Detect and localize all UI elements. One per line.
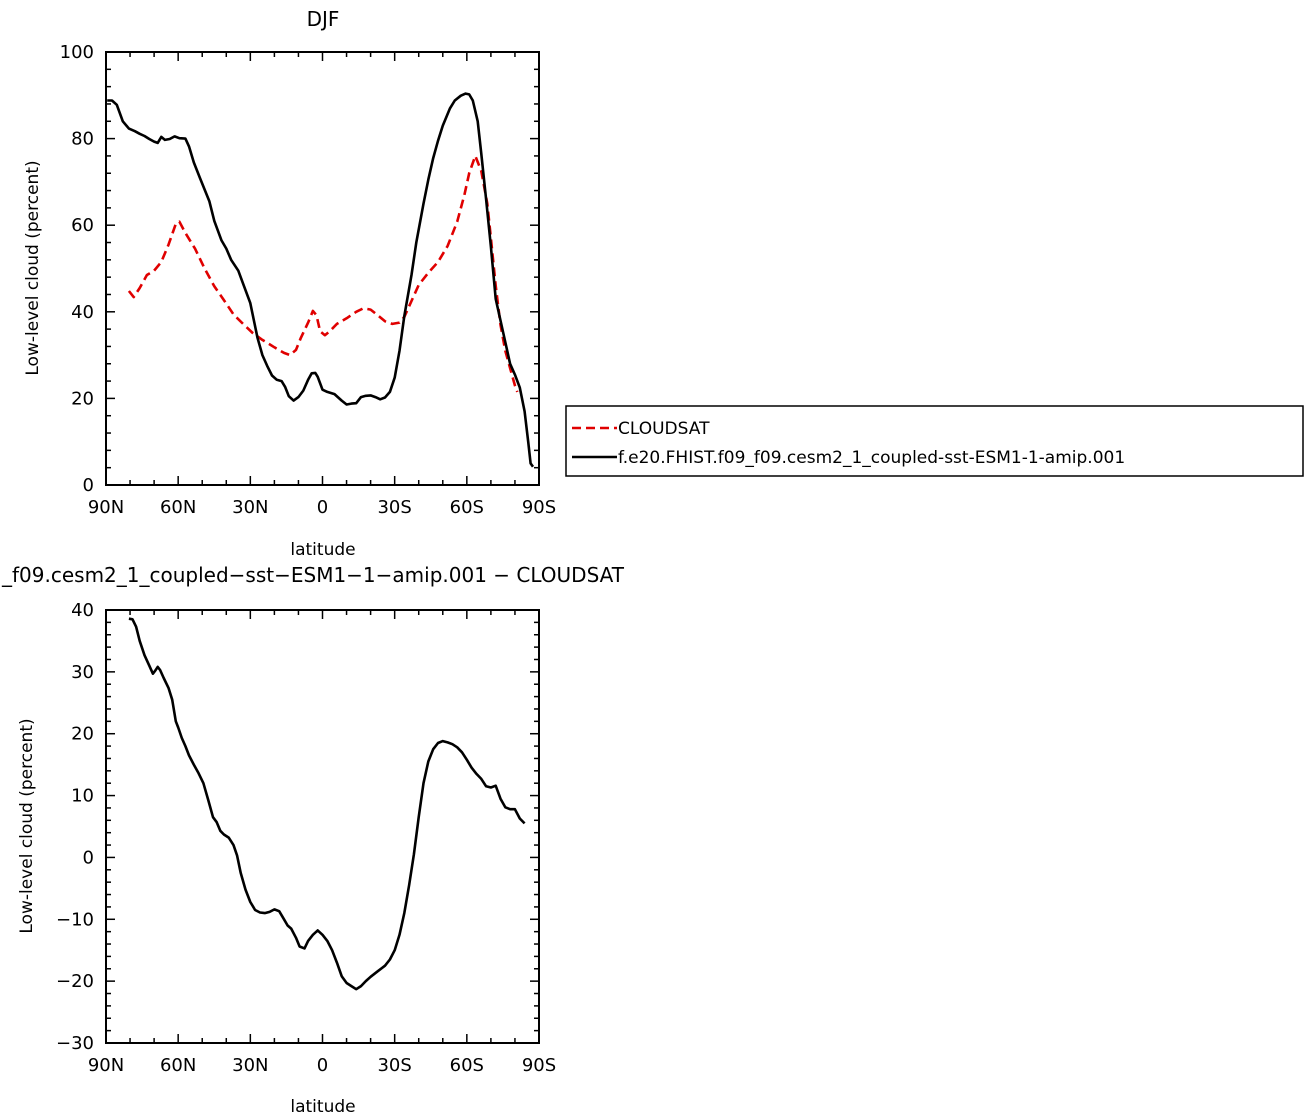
top-series-line-0 <box>127 154 519 393</box>
top-y-axis-label: Low-level cloud (percent) <box>23 160 43 375</box>
top-x-tick-label: 90S <box>522 497 556 518</box>
top-panel-ticks <box>105 51 540 486</box>
bottom-panel-ticks <box>105 609 540 1044</box>
bottom-y-tick-label: −20 <box>56 971 94 992</box>
top-y-tick-label: 100 <box>60 42 94 63</box>
bottom-y-tick-label: 30 <box>71 662 94 683</box>
bottom-y-tick-label: 0 <box>83 847 94 868</box>
top-panel-title: DJF <box>307 7 340 31</box>
top-x-tick-label: 30N <box>232 497 268 518</box>
bottom-y-tick-label: 40 <box>71 600 94 621</box>
bottom-y-tick-label: −10 <box>56 909 94 930</box>
bottom-panel-series <box>128 617 526 991</box>
bottom-x-tick-label: 90S <box>522 1055 556 1076</box>
legend-box <box>565 405 1304 477</box>
legend: CLOUDSAT f.e20.FHIST.f09_f09.cesm2_1_cou… <box>565 405 1304 477</box>
bottom-x-tick-label: 0 <box>317 1055 328 1076</box>
bottom-y-axis-label: Low-level cloud (percent) <box>17 718 37 933</box>
bottom-x-tick-label: 30S <box>377 1055 411 1076</box>
bottom-x-tick-label: 60S <box>450 1055 484 1076</box>
bottom-y-tick-label: −30 <box>56 1033 94 1054</box>
bottom-plot-frame <box>105 609 540 1044</box>
top-plot-frame <box>105 51 540 486</box>
top-x-tick-label: 60S <box>450 497 484 518</box>
bottom-x-tick-label: 60N <box>160 1055 196 1076</box>
top-y-tick-label: 40 <box>71 302 94 323</box>
top-panel: DJF 90N 60N 30N 0 30S 60S 90S 0 20 40 60 80 100 lati… <box>23 7 556 560</box>
legend-label-cloudsat: CLOUDSAT <box>618 419 710 439</box>
top-x-tick-label: 30S <box>377 497 411 518</box>
bottom-series-line-0 <box>128 617 526 991</box>
top-x-tick-label: 0 <box>317 497 328 518</box>
top-y-tick-label: 60 <box>71 215 94 236</box>
top-panel-series <box>107 92 535 468</box>
bottom-panel-tick-labels: 90N 60N 30N 0 30S 60S 90S −30 −20 −10 0 10 20 30 40 <box>56 600 556 1076</box>
bottom-x-tick-label: 30N <box>232 1055 268 1076</box>
bottom-x-axis-label: latitude <box>290 1097 355 1117</box>
bottom-y-tick-label: 10 <box>71 786 94 807</box>
bottom-panel: _f09.cesm2_1_coupled−sst−ESM1−1−amip.001… <box>1 563 625 1117</box>
top-y-tick-label: 80 <box>71 129 94 150</box>
bottom-x-tick-label: 90N <box>88 1055 124 1076</box>
top-x-tick-label: 90N <box>88 497 124 518</box>
top-x-axis-label: latitude <box>290 540 355 560</box>
top-panel-tick-labels: 90N 60N 30N 0 30S 60S 90S 0 20 40 60 80 100 <box>60 42 557 518</box>
top-y-tick-label: 0 <box>83 475 94 496</box>
top-x-tick-label: 60N <box>160 497 196 518</box>
top-series-line-1 <box>107 92 535 468</box>
legend-label-model: f.e20.FHIST.f09_f09.cesm2_1_coupled-sst-… <box>618 448 1125 468</box>
bottom-y-tick-label: 20 <box>71 724 94 745</box>
top-y-tick-label: 20 <box>71 388 94 409</box>
bottom-panel-title: _f09.cesm2_1_coupled−sst−ESM1−1−amip.001… <box>1 563 625 587</box>
